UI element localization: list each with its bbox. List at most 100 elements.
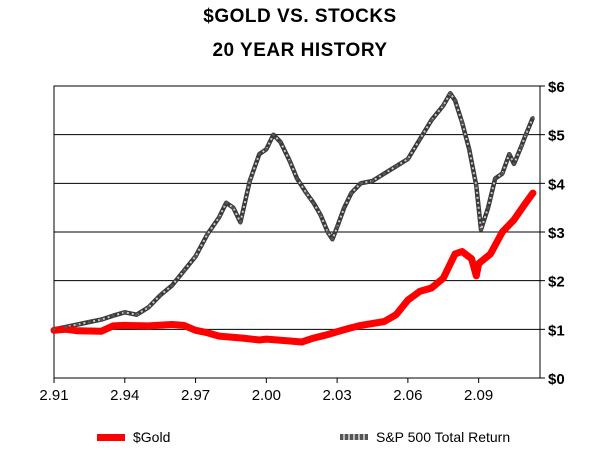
gold-point xyxy=(369,320,375,326)
sp500-point xyxy=(52,327,56,331)
sp500-point xyxy=(111,314,115,318)
sp500-point xyxy=(394,164,398,168)
legend-label-sp500: S&P 500 Total Return xyxy=(376,429,511,445)
chart-title: $GOLD VS. STOCKS xyxy=(203,6,397,27)
sp500-point xyxy=(146,305,150,310)
sp500-point xyxy=(99,318,103,322)
gold-point xyxy=(122,322,128,328)
sp500-point xyxy=(500,172,504,176)
x-tick-label-0: 2.91 xyxy=(39,387,68,404)
gold-point xyxy=(346,325,352,331)
sp500-point xyxy=(271,133,276,137)
sp500-point xyxy=(64,325,68,329)
x-tick-label-4: 2.03 xyxy=(323,387,352,404)
sp500-point xyxy=(238,220,242,224)
y-tick-label-0: $0 xyxy=(548,371,565,388)
gold-point xyxy=(240,335,246,341)
y-tick-label-1: $1 xyxy=(548,322,565,339)
gold-point xyxy=(511,217,517,223)
gold-point xyxy=(428,285,434,291)
gold-point xyxy=(145,323,151,329)
gold-point xyxy=(311,335,317,341)
gold-point xyxy=(530,190,536,196)
gold-point xyxy=(452,251,458,257)
sp500-point xyxy=(441,103,445,108)
sp500-point xyxy=(248,179,252,183)
gold-point xyxy=(75,328,81,334)
sp500-point xyxy=(418,137,422,142)
series-sp500-line xyxy=(53,91,535,332)
sp500-point xyxy=(311,201,316,205)
sp500-point xyxy=(170,283,174,288)
sp500-point xyxy=(231,206,235,210)
legend-swatch-sp500 xyxy=(340,434,368,440)
sp500-point xyxy=(512,162,516,166)
x-tick-label-1: 2.94 xyxy=(110,387,139,404)
gold-point xyxy=(216,333,222,339)
gold-point xyxy=(459,248,465,254)
sp500-point xyxy=(295,176,299,181)
sp500-point xyxy=(326,230,330,234)
sp500-point xyxy=(123,310,127,314)
sp500-point xyxy=(278,140,283,144)
sp500-point xyxy=(359,181,363,185)
gold-point xyxy=(263,336,269,342)
sp500-point xyxy=(519,145,523,149)
x-tick-label-3: 2.00 xyxy=(252,387,281,404)
gold-point xyxy=(487,251,493,257)
sp500-point xyxy=(318,213,323,217)
sp500-point xyxy=(342,206,346,210)
y-tick-label-6: $6 xyxy=(548,79,565,96)
legend-item-sp500: S&P 500 Total Return xyxy=(340,429,510,445)
gold-point xyxy=(473,273,479,279)
sp500-point xyxy=(467,147,471,151)
sp500-point xyxy=(257,152,261,156)
sp500-point xyxy=(330,237,334,241)
sp500-point xyxy=(158,293,162,297)
chart-subtitle: 20 YEAR HISTORY xyxy=(212,40,388,61)
x-tick-label-5: 2.06 xyxy=(393,387,422,404)
gold-point xyxy=(476,261,482,267)
gold-point xyxy=(358,322,364,328)
sp500-point xyxy=(264,147,268,151)
sp500-point xyxy=(479,227,483,232)
y-tick-label-2: $2 xyxy=(548,274,565,291)
gold-point xyxy=(523,200,529,206)
gold-point xyxy=(417,288,423,294)
sp500-point xyxy=(370,179,375,183)
sp500-point xyxy=(448,91,452,95)
sp500-point xyxy=(460,120,464,125)
sp500-point xyxy=(205,232,209,237)
y-tick-label-3: $3 xyxy=(548,225,565,242)
sp500-point xyxy=(349,191,353,195)
sp500-point xyxy=(335,225,339,229)
sp500-point xyxy=(429,118,434,122)
gold-point xyxy=(469,256,475,262)
sp500-point xyxy=(304,191,309,195)
sp500-point xyxy=(382,172,386,176)
sp500-point xyxy=(193,254,198,258)
gold-point xyxy=(169,321,175,327)
sp500-point xyxy=(493,176,497,181)
gold-point xyxy=(405,297,411,303)
y-tick-label-5: $5 xyxy=(548,128,565,145)
series-sp500-line-dash xyxy=(53,92,534,331)
legend-item-gold: $Gold xyxy=(97,429,170,445)
sp500-point xyxy=(224,201,228,205)
plot-frame xyxy=(53,85,541,379)
gold-point xyxy=(381,319,387,325)
sp500-point xyxy=(217,215,221,219)
gold-point xyxy=(287,338,293,344)
x-tick-label-6: 2.09 xyxy=(464,387,493,404)
y-tick-label-4: $4 xyxy=(548,176,565,193)
x-tick-label-2: 2.97 xyxy=(181,387,210,404)
sp500-point xyxy=(486,206,490,210)
series-gold-line xyxy=(50,189,537,346)
gold-point xyxy=(334,329,340,335)
gold-point xyxy=(393,312,399,318)
gold-point xyxy=(181,322,187,328)
legend-label-gold: $Gold xyxy=(133,429,171,445)
gold-point xyxy=(499,229,505,235)
gold-point xyxy=(110,323,116,329)
sp500-point xyxy=(288,159,292,164)
